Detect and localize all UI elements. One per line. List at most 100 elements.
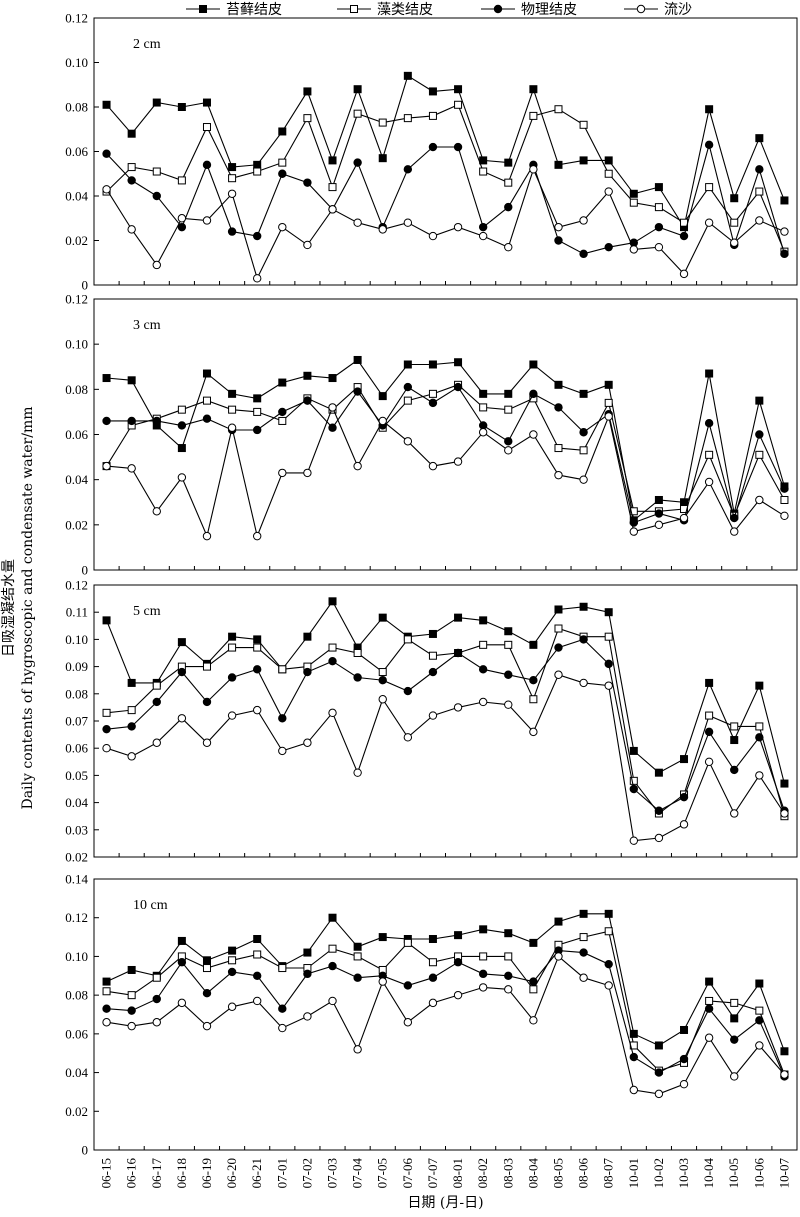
data-point xyxy=(278,964,287,973)
data-point xyxy=(504,405,513,414)
y-tick-label: 0.11 xyxy=(66,605,88,620)
data-point xyxy=(704,1004,714,1013)
data-point xyxy=(629,1085,639,1095)
data-point xyxy=(102,1018,111,1027)
data-point xyxy=(679,1054,689,1064)
data-point xyxy=(253,160,262,169)
data-point xyxy=(579,120,588,129)
data-point xyxy=(554,643,563,652)
legend-entry-4: 流沙 xyxy=(624,2,692,18)
y-tick-label: 0.10 xyxy=(65,949,88,964)
data-point xyxy=(177,936,186,945)
data-point xyxy=(202,216,212,225)
data-point xyxy=(478,231,488,241)
x-tick-label: 06-19 xyxy=(199,1158,214,1188)
data-point xyxy=(428,998,438,1008)
x-tick-label: 07-02 xyxy=(299,1158,314,1188)
data-point xyxy=(705,183,714,192)
data-point xyxy=(278,158,287,167)
data-point xyxy=(303,468,312,478)
series-2 xyxy=(102,624,789,821)
data-point xyxy=(252,705,262,715)
data-point xyxy=(152,697,161,707)
series-1 xyxy=(102,355,789,525)
data-point xyxy=(328,183,337,192)
data-point xyxy=(328,913,337,922)
data-point xyxy=(554,470,563,480)
y-tick-label: 0 xyxy=(82,563,89,578)
data-point xyxy=(202,531,212,541)
data-point xyxy=(529,389,538,399)
legend-marker xyxy=(350,5,358,13)
data-point xyxy=(705,105,714,114)
data-point xyxy=(755,1016,764,1025)
data-point xyxy=(454,931,463,940)
data-point xyxy=(378,225,387,234)
data-point xyxy=(403,686,413,696)
x-tick-label: 10-03 xyxy=(676,1158,691,1188)
y-tick-label: 0.07 xyxy=(65,714,88,729)
x-tick-label: 06-17 xyxy=(149,1158,164,1189)
data-point xyxy=(303,178,312,187)
series-3 xyxy=(102,635,789,815)
data-point xyxy=(529,695,538,704)
data-point xyxy=(353,109,362,118)
data-point xyxy=(303,87,312,96)
data-point xyxy=(629,776,638,785)
data-point xyxy=(704,140,714,150)
data-point xyxy=(102,987,111,996)
data-point xyxy=(353,387,362,396)
data-point xyxy=(127,991,136,1000)
data-point xyxy=(730,1072,739,1081)
data-point xyxy=(403,382,413,392)
legend-label: 藻类结皮 xyxy=(377,2,433,18)
data-point xyxy=(579,446,588,455)
series-line xyxy=(106,638,785,812)
data-point xyxy=(202,414,212,423)
data-point xyxy=(679,269,689,279)
data-point xyxy=(453,382,463,392)
data-point xyxy=(780,1047,789,1056)
data-point xyxy=(403,635,412,644)
data-point xyxy=(328,996,337,1006)
y-tick-label: 0.06 xyxy=(65,1026,88,1041)
data-point xyxy=(278,746,287,756)
data-point xyxy=(730,527,739,536)
data-point xyxy=(102,1004,111,1013)
x-tick-label: 07-03 xyxy=(325,1158,340,1188)
y-tick-label: 0.02 xyxy=(65,517,88,532)
data-point xyxy=(529,676,538,685)
data-point xyxy=(152,191,161,201)
data-point xyxy=(554,444,563,453)
legend-entry-2: 藻类结皮 xyxy=(337,2,433,18)
data-point xyxy=(328,156,337,165)
data-point xyxy=(127,163,136,172)
data-point xyxy=(227,967,237,977)
x-tick-label: 08-06 xyxy=(576,1158,591,1189)
data-point xyxy=(604,659,613,669)
x-axis-title: 日期 (月-日) xyxy=(407,1195,483,1211)
data-point xyxy=(629,1029,638,1038)
data-point xyxy=(730,218,739,227)
data-point xyxy=(328,374,337,383)
data-point xyxy=(579,249,588,259)
data-point xyxy=(755,681,764,690)
data-point xyxy=(378,933,387,942)
x-tick-label: 08-02 xyxy=(475,1158,490,1188)
data-point xyxy=(177,473,187,482)
data-point xyxy=(504,640,513,649)
data-point xyxy=(504,952,513,961)
data-point xyxy=(629,836,639,845)
data-point xyxy=(479,167,488,176)
data-point xyxy=(604,169,613,178)
series-1 xyxy=(102,909,789,1056)
data-point xyxy=(504,202,513,212)
x-tick-label: 08-04 xyxy=(525,1158,540,1189)
data-point xyxy=(378,416,387,426)
data-point xyxy=(504,971,513,980)
data-point xyxy=(504,446,513,455)
legend-label: 流沙 xyxy=(664,2,692,18)
data-point xyxy=(529,1016,538,1025)
x-tick-label: 10-04 xyxy=(701,1158,716,1189)
panel-depth-label: 5 cm xyxy=(133,604,161,619)
